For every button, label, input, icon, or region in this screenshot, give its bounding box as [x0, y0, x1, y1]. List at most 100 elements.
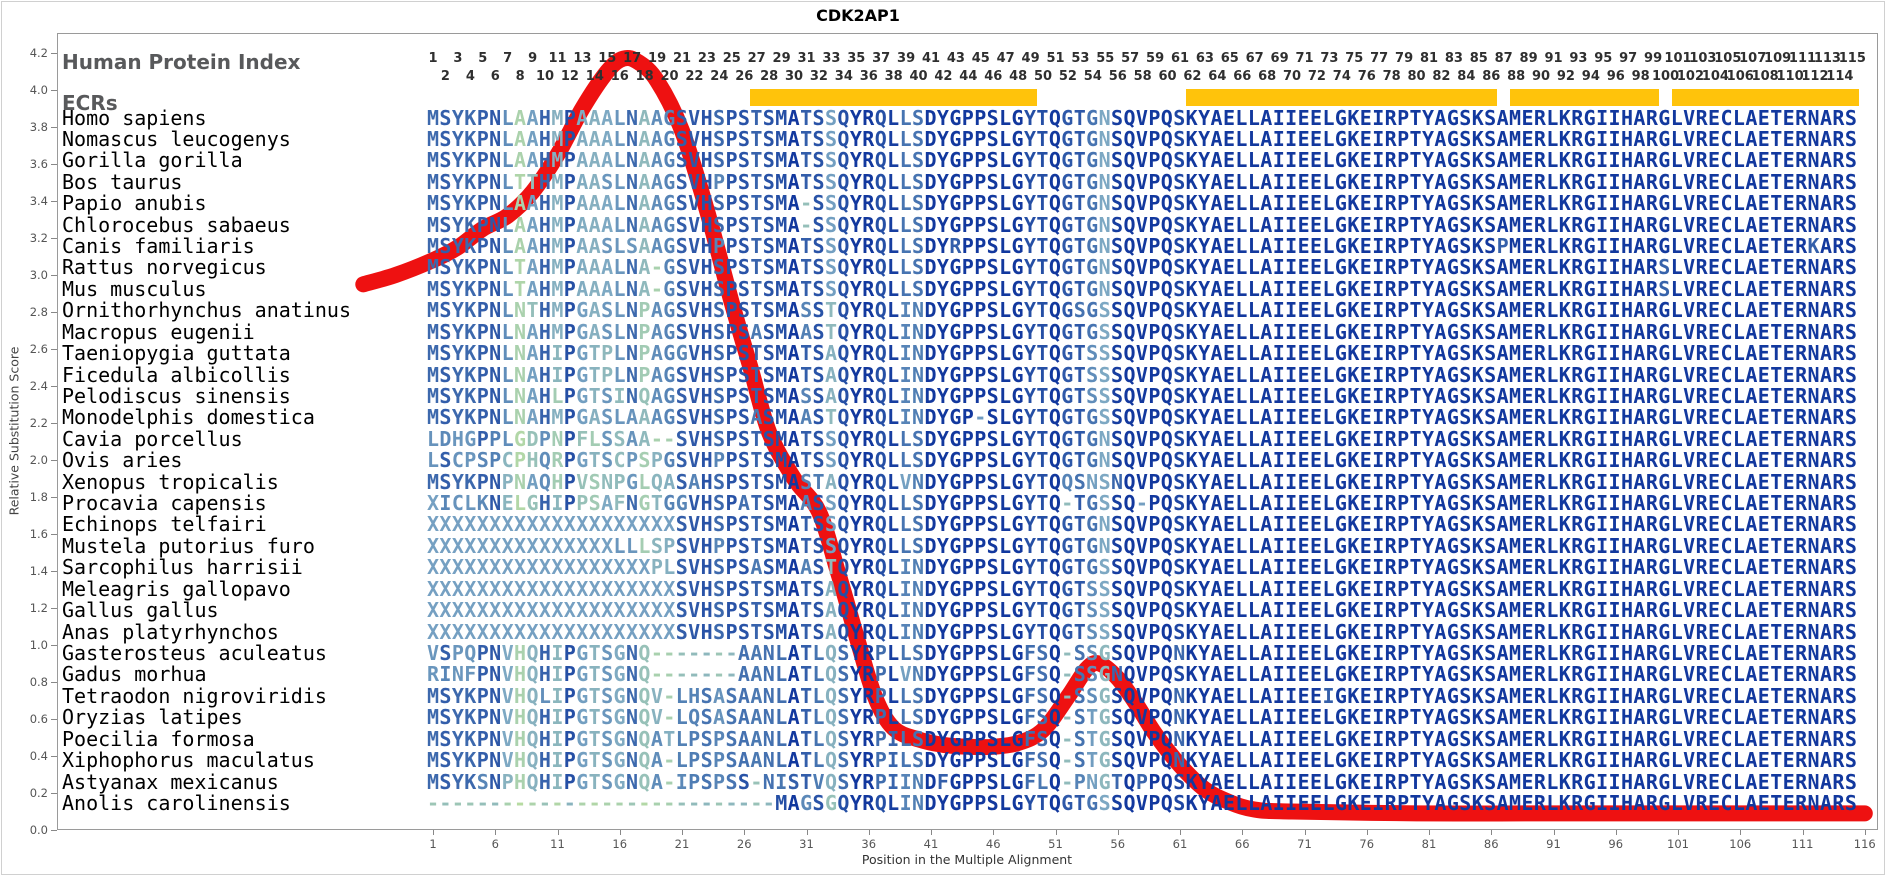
y-tick-label: 3.0: [29, 268, 48, 282]
y-tick-label: 1.2: [29, 601, 48, 615]
index-number: 45: [971, 51, 990, 66]
species-name: Echinops telfairi: [62, 512, 267, 537]
x-tick-label: 71: [1297, 837, 1312, 851]
x-tick-label: 81: [1421, 837, 1437, 851]
y-tick-mark: [51, 756, 57, 757]
x-tick-mark: [993, 830, 995, 835]
species-name: Rattus norvegicus: [62, 255, 267, 280]
index-number: 37: [872, 51, 891, 66]
x-tick-mark: [1117, 830, 1119, 835]
ecr-bar: [1671, 89, 1859, 106]
index-number: 9: [528, 51, 538, 66]
index-number: 46: [984, 69, 1003, 84]
index-number: 104: [1701, 69, 1729, 84]
index-number: 86: [1482, 69, 1501, 84]
x-tick-label: 66: [1234, 837, 1250, 851]
x-tick-label: 51: [1048, 837, 1063, 851]
species-name: Gorilla gorilla: [62, 148, 243, 173]
index-number: 101: [1664, 51, 1692, 66]
species-name: Meleagris gallopavo: [62, 576, 291, 601]
y-tick-mark: [51, 275, 57, 276]
index-number: 43: [946, 51, 965, 66]
index-number: 10: [536, 69, 555, 84]
human-protein-index-label: Human Protein Index: [62, 50, 301, 74]
y-tick-label: 0.2: [29, 786, 48, 800]
x-tick-mark: [1491, 830, 1493, 835]
x-tick-label: 36: [861, 837, 877, 851]
index-number: 38: [884, 69, 903, 84]
species-name: Papio anubis: [62, 191, 207, 216]
y-tick-label: 1.6: [29, 527, 48, 541]
species-name: Nomascus leucogenys: [62, 126, 291, 151]
y-tick-mark: [51, 201, 57, 202]
index-number: 79: [1395, 51, 1414, 66]
y-tick-mark: [51, 830, 57, 831]
index-number: 72: [1307, 69, 1326, 84]
index-number: 90: [1532, 69, 1551, 84]
y-tick-label: 4.2: [29, 46, 48, 60]
ecr-bar: [1509, 89, 1660, 106]
x-tick-mark: [1180, 830, 1181, 835]
index-number: 12: [560, 69, 579, 84]
species-name: Taeniopygia guttata: [62, 341, 291, 366]
index-number: 8: [515, 69, 525, 84]
x-tick-mark: [619, 830, 621, 835]
index-number: 114: [1826, 69, 1854, 84]
x-tick-label: 61: [1172, 837, 1188, 851]
index-number: 110: [1776, 69, 1804, 84]
index-number: 18: [635, 69, 654, 84]
index-number: 59: [1146, 51, 1165, 66]
index-number: 20: [660, 69, 679, 84]
plot-frame: [57, 33, 1878, 830]
index-number: 71: [1295, 51, 1314, 66]
index-number: 55: [1096, 51, 1115, 66]
index-number: 67: [1245, 51, 1264, 66]
x-tick-mark: [744, 830, 746, 835]
index-number: 56: [1108, 69, 1127, 84]
y-tick-label: 2.8: [29, 305, 48, 319]
index-number: 24: [710, 69, 729, 84]
index-number: 92: [1556, 69, 1575, 84]
x-tick-label: 26: [736, 837, 752, 851]
species-name: Sarcophilus harrisii: [62, 555, 303, 580]
x-tick-label: 6: [491, 837, 499, 851]
index-number: 34: [834, 69, 853, 84]
index-number: 78: [1382, 69, 1401, 84]
index-number: 57: [1121, 51, 1140, 66]
index-number: 51: [1046, 51, 1065, 66]
index-number: 70: [1283, 69, 1302, 84]
y-tick-mark: [51, 238, 57, 239]
x-tick-mark: [557, 830, 559, 835]
y-axis-title: Relative Substitution Score: [6, 346, 22, 516]
y-tick-label: 1.0: [29, 638, 48, 652]
index-number: 105: [1714, 51, 1742, 66]
x-tick-label: 16: [612, 837, 628, 851]
index-number: 85: [1469, 51, 1488, 66]
page-title: CDK2AP1: [816, 6, 900, 25]
y-tick-mark: [51, 793, 57, 794]
index-number: 7: [503, 51, 513, 66]
index-number: 23: [697, 51, 716, 66]
index-number: 111: [1788, 51, 1817, 66]
y-tick-mark: [51, 460, 57, 461]
x-tick-mark: [868, 830, 870, 835]
x-tick-mark: [1802, 830, 1804, 835]
index-number: 60: [1158, 69, 1177, 84]
index-number: 87: [1494, 51, 1513, 66]
y-tick-label: 0.0: [29, 823, 48, 837]
species-name: Cavia porcellus: [62, 426, 243, 451]
